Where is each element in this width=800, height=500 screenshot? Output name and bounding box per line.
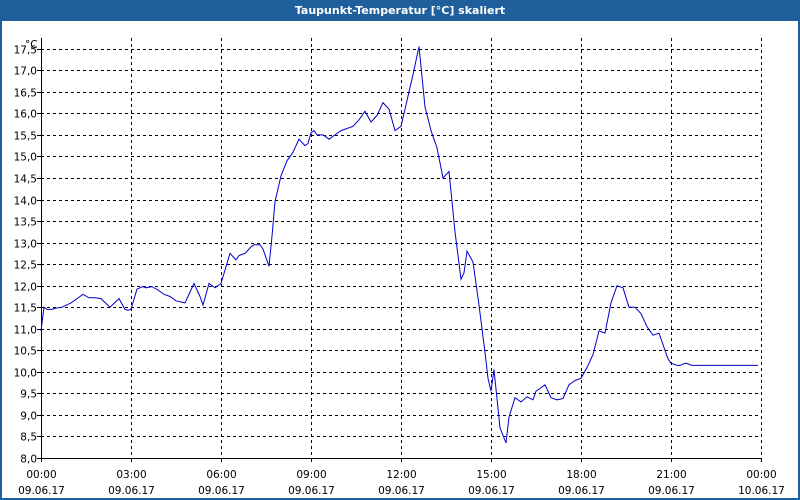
x-tick-labels: 00:00 09.06.17 03:00 09.06.17 06:00 09.06.17 0… <box>18 469 785 497</box>
x-tick-time-label: 03:00 <box>116 469 146 481</box>
y-tick-label: 14,5 <box>14 174 37 186</box>
x-tick-date-label: 09.06.17 <box>108 485 155 497</box>
y-tick-labels: 8,0 8,5 9,0 9,5 10,0 10,5 11,0 11,5 12,0 12,5 13,0… <box>14 45 37 466</box>
axes <box>37 38 762 462</box>
x-tick-time-label: 09:00 <box>296 469 326 481</box>
x-tick-date-label: 10.06.17 <box>738 485 785 497</box>
y-tick-label: 15,0 <box>14 152 37 164</box>
y-tick-label: 13,0 <box>14 239 37 251</box>
y-tick-label: 16,0 <box>14 109 37 121</box>
x-tick-date-label: 09.06.17 <box>198 485 245 497</box>
y-axis-unit-label: °C <box>25 39 38 51</box>
y-tick-label: 10,5 <box>14 346 37 358</box>
x-tick-time-label: 12:00 <box>386 469 416 481</box>
y-tick-label: 8,0 <box>20 454 37 466</box>
y-tick-label: 13,5 <box>14 217 37 229</box>
x-tick-time-label: 15:00 <box>476 469 506 481</box>
x-tick-date-label: 09.06.17 <box>288 485 335 497</box>
y-tick-label: 12,0 <box>14 282 37 294</box>
chart-title: Taupunkt-Temperatur [°C] skaliert <box>0 0 800 21</box>
x-tick-date-label: 09.06.17 <box>378 485 425 497</box>
series-lines <box>40 46 758 444</box>
x-tick-date-label: 09.06.17 <box>558 485 605 497</box>
y-tick-label: 11,5 <box>14 303 37 315</box>
x-tick-time-label: 00:00 <box>26 469 56 481</box>
x-tick-time-label: 00:00 <box>746 469 776 481</box>
y-tick-label: 11,0 <box>14 325 37 337</box>
y-tick-label: 12,5 <box>14 260 37 272</box>
y-tick-label: 17,0 <box>14 66 37 78</box>
y-tick-label: 16,5 <box>14 88 37 100</box>
chart-panel <box>2 21 798 498</box>
series-line <box>40 46 758 444</box>
y-tick-label: 8,5 <box>20 432 37 444</box>
x-tick-time-label: 06:00 <box>206 469 236 481</box>
y-tick-label: 15,5 <box>14 131 37 143</box>
y-tick-label: 9,0 <box>20 411 37 423</box>
y-tick-label: 10,0 <box>14 368 37 380</box>
x-tick-date-label: 09.06.17 <box>468 485 515 497</box>
x-tick-time-label: 18:00 <box>566 469 596 481</box>
x-tick-time-label: 21:00 <box>656 469 686 481</box>
x-tick-date-label: 09.06.17 <box>648 485 695 497</box>
grid-lines <box>41 38 762 458</box>
y-tick-label: 9,5 <box>20 389 37 401</box>
y-tick-label: 14,0 <box>14 196 37 208</box>
y-tick-label: 17,5 <box>14 45 37 57</box>
x-tick-date-label: 09.06.17 <box>18 485 65 497</box>
